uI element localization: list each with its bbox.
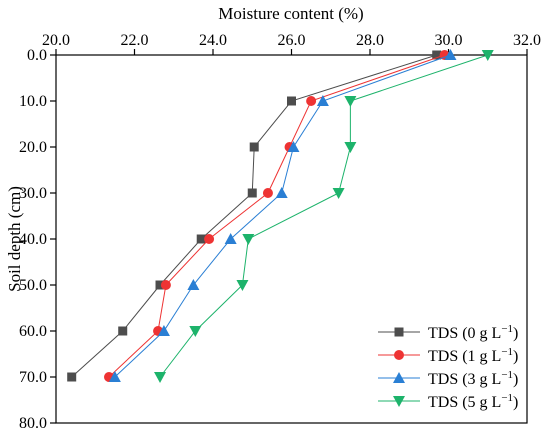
x-axis-title: Moisture content (%) <box>218 4 363 23</box>
data-point <box>157 325 170 336</box>
y-axis-title: Soil depth (cm) <box>5 186 24 292</box>
legend-marker <box>394 327 404 337</box>
y-axis: 0.0 10.0 20.0 30.0 40.0 50.0 60.0 70.0 80.0 <box>19 47 56 432</box>
data-point <box>189 326 202 337</box>
legend-item: TDS (0 g L−1) <box>378 323 518 342</box>
legend-label: TDS (0 g L−1) <box>428 323 518 342</box>
data-point <box>306 96 317 106</box>
y-tick-label: 40.0 <box>19 231 47 248</box>
legend-label: TDS (1 g L−1) <box>428 346 518 365</box>
data-point <box>242 234 255 245</box>
data-point <box>118 326 128 336</box>
legend-marker <box>393 396 405 407</box>
series-group <box>67 50 442 382</box>
legend-marker <box>394 350 404 360</box>
data-point <box>224 233 237 244</box>
y-tick-label: 10.0 <box>19 93 47 110</box>
x-tick-label: 28.0 <box>356 32 384 49</box>
data-point <box>344 142 357 153</box>
data-point <box>247 188 257 198</box>
x-tick-label: 26.0 <box>278 32 306 49</box>
data-point <box>316 95 329 106</box>
data-point <box>155 280 165 290</box>
data-point <box>204 234 215 244</box>
series-group <box>108 49 457 382</box>
data-point <box>275 187 288 198</box>
series-line <box>108 54 445 378</box>
series-line <box>114 54 451 378</box>
plot-frame <box>55 54 528 424</box>
y-tick-label: 70.0 <box>19 369 47 386</box>
y-tick-label: 0.0 <box>27 47 47 64</box>
x-tick-label: 22.0 <box>121 32 149 49</box>
data-point <box>108 371 121 382</box>
x-axis: 20.0 22.0 24.0 26.0 28.0 30.0 32.0 <box>42 32 541 55</box>
legend-item: TDS (3 g L−1) <box>378 369 518 388</box>
x-tick-label: 20.0 <box>42 32 70 49</box>
y-tick-label: 60.0 <box>19 323 47 340</box>
series-group <box>154 50 494 383</box>
data-point <box>154 372 167 383</box>
data-point <box>196 234 206 244</box>
data-point <box>249 142 259 152</box>
x-tick-label: 32.0 <box>513 32 541 49</box>
x-tick-label: 30.0 <box>435 32 463 49</box>
legend-marker <box>393 372 405 383</box>
legend: TDS (0 g L−1) TDS (1 g L−1) TDS (3 g L−1) T… <box>378 323 518 411</box>
data-point <box>236 280 249 291</box>
series-line <box>159 54 488 378</box>
data-point <box>287 141 300 152</box>
y-tick-label: 50.0 <box>19 277 47 294</box>
data-point <box>67 372 77 382</box>
data-point <box>262 188 273 198</box>
y-tick-label: 20.0 <box>19 139 47 156</box>
data-point <box>332 188 345 199</box>
y-tick-label: 30.0 <box>19 185 47 202</box>
data-point <box>187 279 200 290</box>
data-point <box>444 49 457 60</box>
x-tick-label: 24.0 <box>199 32 227 49</box>
legend-item: TDS (5 g L−1) <box>378 392 518 411</box>
legend-item: TDS (1 g L−1) <box>378 346 518 365</box>
data-point <box>432 50 442 60</box>
data-point <box>481 50 494 61</box>
data-point <box>344 96 357 107</box>
legend-label: TDS (5 g L−1) <box>428 392 518 411</box>
data-point <box>287 96 296 106</box>
series-layer <box>67 49 494 383</box>
y-tick-label: 80.0 <box>19 415 47 432</box>
series-line <box>71 54 437 378</box>
plot-area-border <box>55 54 528 424</box>
legend-label: TDS (3 g L−1) <box>428 369 518 388</box>
data-point <box>160 280 171 290</box>
